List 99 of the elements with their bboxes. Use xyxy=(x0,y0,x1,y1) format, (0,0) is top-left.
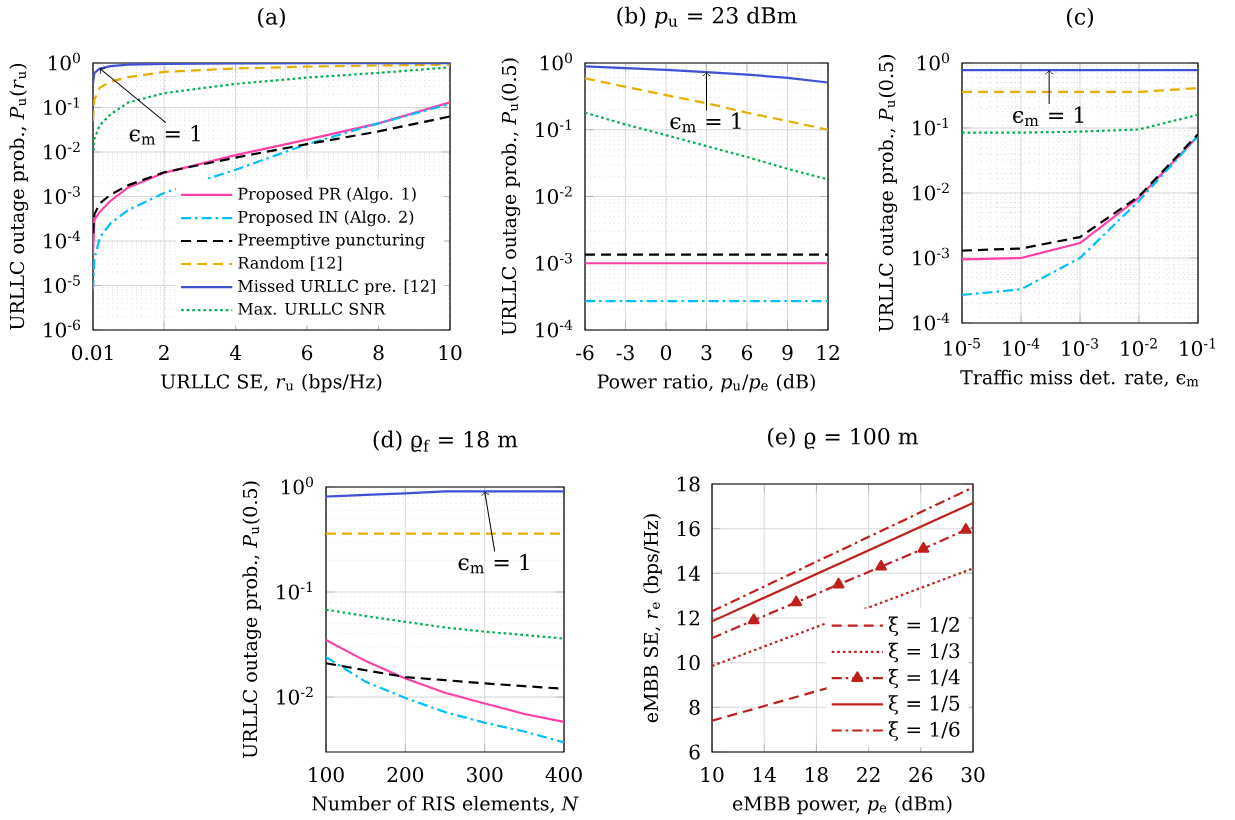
x-tick-label: 100 xyxy=(309,767,344,783)
line-series xyxy=(585,77,829,131)
x-axis-title: Traffic miss det. rate, ϵ$_{m}$ xyxy=(960,369,1199,387)
chart-title: (a) xyxy=(258,7,285,28)
x-axis-title: URLLC SE, r$_{u}$ (bps/Hz) xyxy=(161,373,382,393)
x-tick-label: 30 xyxy=(961,767,985,783)
y-tick-label: 10$^{-1}$ xyxy=(536,119,571,138)
legend-label: ξ = 1/5 xyxy=(888,695,960,715)
x-axis-title: Number of RIS elements, N xyxy=(312,795,579,813)
x-tick-label: 10$^{-2}$ xyxy=(1121,338,1157,356)
x-axis-title: Power ratio, p$_{u}$/p$_{e}$ (dB) xyxy=(597,373,815,393)
line-series xyxy=(962,135,1198,297)
y-tick-label: 14 xyxy=(677,565,700,581)
x-tick-label: 0.01 xyxy=(72,345,113,361)
x-tick-label: 10 xyxy=(439,345,462,361)
x-tick-label: 10 xyxy=(701,767,724,783)
x-tick-label: -6 xyxy=(576,345,594,361)
y-tick-label: 10$^{-1}$ xyxy=(277,581,312,600)
y-tick-label: 10$^{-4}$ xyxy=(913,312,950,331)
y-tick-label: 10$^{-2}$ xyxy=(277,686,313,705)
y-tick-label: 16 xyxy=(677,521,700,537)
x-tick-label: 200 xyxy=(387,767,424,783)
annotation: ϵ$_{m}$ = 1 xyxy=(1013,106,1084,127)
y-tick-label: 10$^{-6}$ xyxy=(44,319,81,338)
line-series xyxy=(326,608,564,640)
x-tick-label: 26 xyxy=(909,767,933,783)
point xyxy=(832,577,845,589)
line-series xyxy=(93,101,451,256)
legend-label: ξ = 1/2 xyxy=(888,616,959,636)
x-tick-label: 2 xyxy=(159,345,169,360)
y-tick-label: 10$^{-1}$ xyxy=(44,97,79,116)
y-tick-label: 8 xyxy=(689,699,700,715)
legend-label: ξ = 1/3 xyxy=(888,642,960,663)
point xyxy=(917,542,930,553)
x-tick-label: 10$^{-1}$ xyxy=(1180,338,1216,356)
legend-label: ξ = 1/4 xyxy=(888,668,960,689)
y-axis-title: eMBB SE, r$_{e}$ (bps/Hz) xyxy=(643,514,662,723)
y-tick-label: 18 xyxy=(677,476,700,492)
x-tick-label: 4 xyxy=(229,345,241,360)
y-tick-label: 10$^{-3}$ xyxy=(44,186,80,205)
x-tick-label: 300 xyxy=(467,767,503,783)
annotation: ϵ$_{m}$ = 1 xyxy=(458,553,529,574)
y-tick-label: 10$^{0}$ xyxy=(918,52,949,71)
x-tick-label: 10$^{-5}$ xyxy=(944,338,980,356)
x-axis-title: eMBB power, p$_{e}$ (dBm) xyxy=(733,795,952,815)
chart-title: (b) p$_{u}$ = 23 dBm xyxy=(617,6,797,28)
x-tick-label: 12 xyxy=(817,345,839,360)
point xyxy=(875,559,887,571)
annotation: ϵ$_{m}$ = 1 xyxy=(670,112,741,133)
legend-label: Proposed IN (Algo. 2) xyxy=(238,210,414,227)
x-tick-label: 10$^{-4}$ xyxy=(1003,338,1040,356)
x-tick-label: 18 xyxy=(806,767,828,783)
x-tick-label: 8 xyxy=(373,345,384,361)
x-tick-label: 400 xyxy=(545,767,582,783)
line-series xyxy=(326,656,564,744)
legend-label: Max. URLLC SNR xyxy=(238,302,386,315)
y-tick-label: 10$^{-4}$ xyxy=(536,319,573,338)
line-series xyxy=(585,65,829,84)
legend-label: Random [12] xyxy=(238,256,342,271)
y-axis-title: URLLC outage prob., P$_{u}$(0.5) xyxy=(242,481,262,759)
line-series xyxy=(326,638,564,724)
legend-label: ξ = 1/6 xyxy=(888,721,960,741)
line-series xyxy=(93,66,451,158)
x-tick-label: 3 xyxy=(701,345,712,361)
chart-title: (d) ϱ$_{f}$ = 18 m xyxy=(373,430,518,452)
annotation: ϵ$_{m}$ = 1 xyxy=(129,124,200,145)
y-tick-label: 10$^{-2}$ xyxy=(536,186,572,205)
y-tick-label: 10$^{-4}$ xyxy=(44,230,81,249)
y-axis-title: URLLC outage prob., P$_{u}$(0.5) xyxy=(878,55,898,332)
point xyxy=(790,595,803,607)
y-tick-label: 10$^{-3}$ xyxy=(913,247,949,266)
point xyxy=(747,613,760,625)
y-tick-label: 12 xyxy=(677,610,699,626)
legend-label: Proposed PR (Algo. 1) xyxy=(238,187,416,204)
legend-label: Missed URLLC pre. [12] xyxy=(238,279,435,296)
chart-title: (e) ϱ = 100 m xyxy=(768,427,919,449)
line-series xyxy=(93,63,451,122)
y-tick-label: 10$^{0}$ xyxy=(49,52,80,71)
y-axis-title: URLLC outage prob., P$_{u}$(0.5) xyxy=(501,58,521,336)
y-tick-label: 10$^{-2}$ xyxy=(913,182,949,201)
y-tick-label: 10$^{-3}$ xyxy=(536,252,572,271)
y-tick-label: 10$^{0}$ xyxy=(282,476,313,495)
point xyxy=(959,523,972,534)
y-axis-title: URLLC outage prob., P$_{u}$(r$_{u}$) xyxy=(9,63,29,330)
legend-label: Preemptive puncturing xyxy=(238,233,425,249)
chart-title: (c) xyxy=(1066,7,1093,28)
x-tick-label: 14 xyxy=(753,767,776,782)
y-tick-label: 6 xyxy=(689,744,700,760)
x-tick-label: -3 xyxy=(616,345,634,361)
y-tick-label: 10$^{0}$ xyxy=(541,52,572,71)
y-tick-label: 10 xyxy=(677,655,700,671)
x-tick-label: 0 xyxy=(660,345,672,361)
x-tick-label: 22 xyxy=(857,767,880,782)
y-tick-label: 10$^{-5}$ xyxy=(44,275,80,294)
x-tick-label: 10$^{-3}$ xyxy=(1062,338,1099,356)
x-tick-label: 6 xyxy=(741,345,753,361)
y-tick-label: 10$^{-1}$ xyxy=(913,117,948,136)
y-tick-label: 10$^{-2}$ xyxy=(44,141,80,160)
x-tick-label: 9 xyxy=(782,345,793,361)
